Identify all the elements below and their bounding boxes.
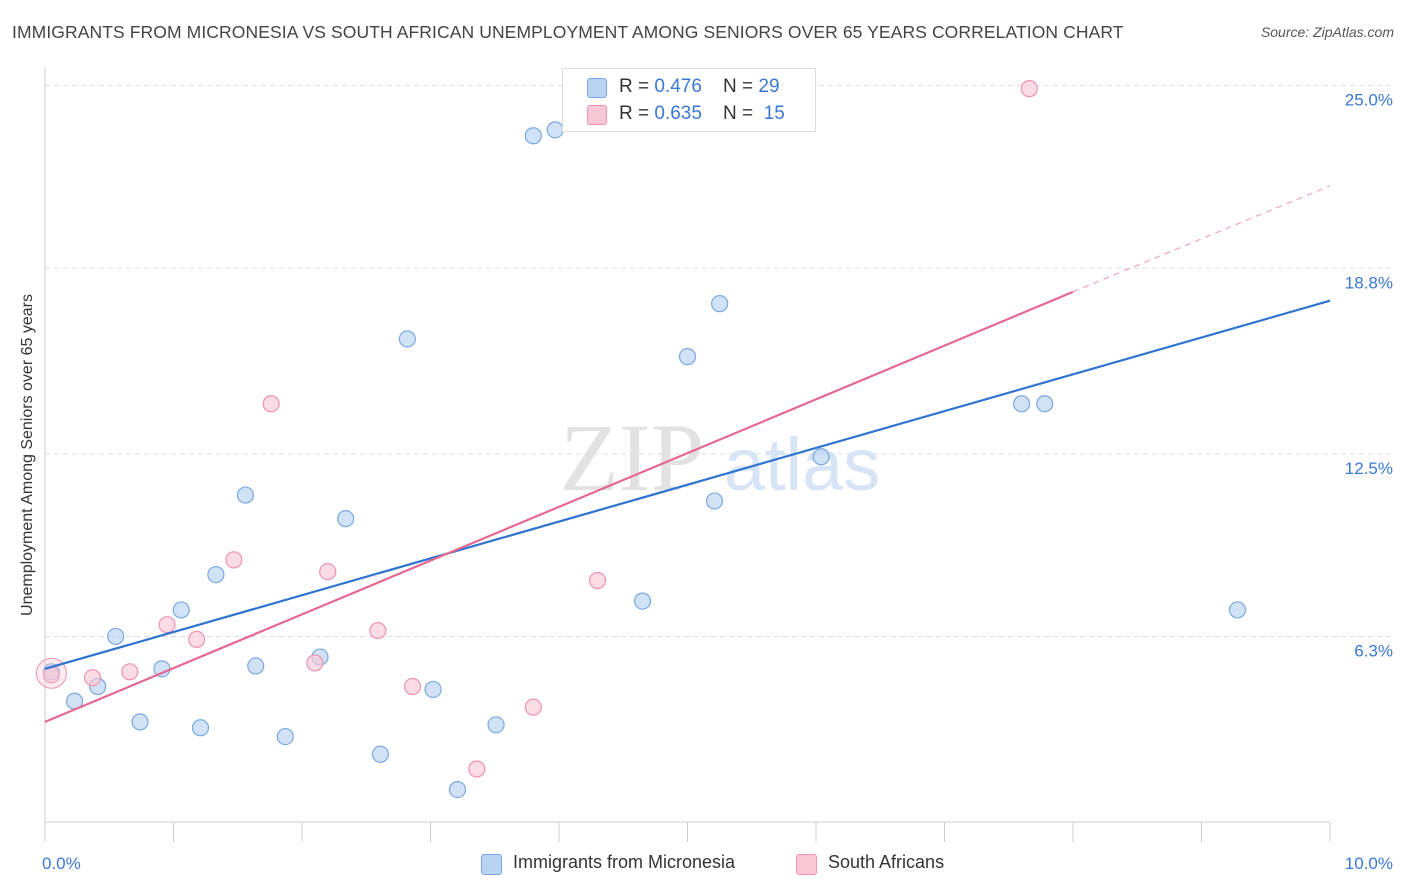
micronesia-trend-line xyxy=(44,299,1331,670)
legend-n-value: 29 xyxy=(758,76,780,97)
south-african-point xyxy=(121,663,139,681)
micronesia-point xyxy=(398,330,416,348)
south-african-point xyxy=(468,760,486,778)
micronesia-point xyxy=(678,348,697,366)
source-label: Source: ZipAtlas.com xyxy=(1260,24,1394,40)
south-african-point xyxy=(225,551,243,569)
micronesia-point xyxy=(1036,395,1054,413)
south-african-point xyxy=(524,698,542,716)
y-tick-label: 18.8% xyxy=(1345,273,1393,292)
point-layer xyxy=(35,80,1247,799)
micronesia-point xyxy=(107,627,125,646)
legend-n-label: N = xyxy=(723,76,759,97)
micronesia-point xyxy=(191,719,210,737)
micronesia-point xyxy=(207,565,225,584)
micronesia-point xyxy=(633,592,652,610)
legend-r-label: R = xyxy=(619,103,655,124)
micronesia-point xyxy=(524,127,542,145)
south-african-point xyxy=(158,616,176,634)
y-tick-label: 12.5% xyxy=(1345,459,1393,478)
south-african-point xyxy=(588,571,607,590)
micronesia-point xyxy=(711,295,729,313)
y-tick-label: 6.3% xyxy=(1354,641,1393,660)
y-axis-label: Unemployment Among Seniors over 65 years xyxy=(19,294,36,616)
bottom-legend-label: Immigrants from Micronesia xyxy=(513,852,736,872)
south-african-trend-line xyxy=(44,290,1074,723)
micronesia-point xyxy=(1228,601,1247,619)
y-tick-label: 25.0% xyxy=(1345,91,1393,110)
x-tick-label: 0.0% xyxy=(42,854,81,873)
south-african-point xyxy=(83,669,102,687)
south-african-point xyxy=(1020,80,1038,98)
micronesia-point xyxy=(424,680,442,699)
micronesia-point xyxy=(337,510,355,528)
legend-n-label: N = xyxy=(723,103,759,124)
bottom-legend-label: South Africans xyxy=(828,852,945,872)
micronesia-point xyxy=(371,745,389,763)
micronesia-point xyxy=(705,492,724,510)
micronesia-point xyxy=(1012,395,1031,413)
micronesia-point xyxy=(448,781,467,799)
chart-title: IMMIGRANTS FROM MICRONESIA VS SOUTH AFRI… xyxy=(12,22,1124,42)
x-tick-label: 10.0% xyxy=(1345,854,1393,873)
correlation-legend: R = 0.476 N = 29 R = 0.635 N = 15 xyxy=(562,68,816,132)
south-african-point xyxy=(306,654,324,672)
micronesia-point xyxy=(236,486,255,504)
micronesia-point xyxy=(812,448,830,466)
grid-layer xyxy=(45,85,1392,637)
legend-r-value: 0.635 xyxy=(654,103,702,124)
watermark-zip: ZIP xyxy=(560,404,704,511)
south-african-point xyxy=(369,621,387,640)
bottom-legend-swatch-pink xyxy=(796,854,817,875)
south-african-point xyxy=(403,677,422,696)
trend-layer xyxy=(44,185,1331,723)
legend-swatch-pink xyxy=(587,105,607,125)
micronesia-point xyxy=(247,657,265,675)
south-african-point xyxy=(262,395,280,413)
micronesia-point xyxy=(276,727,294,746)
legend-r-label: R = xyxy=(619,76,655,97)
axis-layer xyxy=(44,68,1331,842)
micronesia-point xyxy=(172,601,190,619)
south-african-point xyxy=(319,563,337,581)
overlap-marker xyxy=(35,657,67,689)
legend-n-value: 15 xyxy=(763,103,785,124)
micronesia-point xyxy=(546,121,564,139)
micronesia-point xyxy=(487,716,505,734)
bottom-legend-swatch-blue xyxy=(481,854,502,875)
south-african-point xyxy=(188,630,206,648)
legend-r-value: 0.476 xyxy=(654,76,702,97)
legend-swatch-blue xyxy=(587,78,607,98)
micronesia-point xyxy=(131,713,149,731)
tick-label-layer: 6.3% 12.5% 18.8% 25.0% 0.0% 10.0% xyxy=(42,91,1393,873)
south-african-trend-extension xyxy=(1072,185,1331,293)
